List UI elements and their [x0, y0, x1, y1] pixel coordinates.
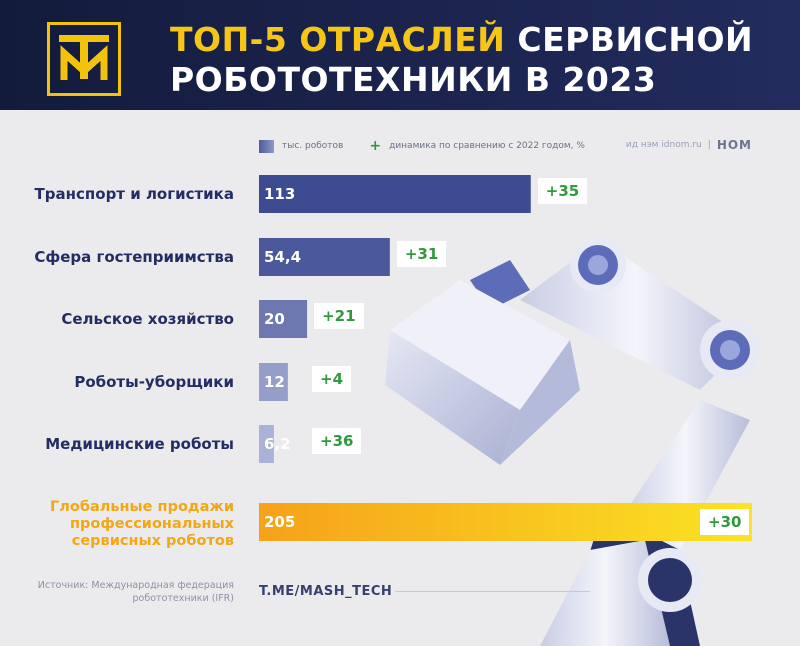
- legend-bar-label: тыс. роботов: [282, 141, 344, 151]
- bar: [259, 175, 531, 213]
- category-label: Роботы-уборщики: [74, 373, 234, 391]
- category-label: Транспорт и логистика: [34, 185, 234, 203]
- bar-value-label: 12: [264, 373, 285, 391]
- change-label: +21: [314, 303, 364, 329]
- category-label: Сфера гостеприимства: [34, 248, 234, 266]
- bar-value-label: 113: [264, 185, 296, 203]
- change-label: +35: [537, 178, 588, 204]
- header-banner: ТОП-5 ОТРАСЛЕЙ СЕРВИСНОЙ РОБОТОТЕХНИКИ В…: [0, 0, 800, 110]
- bar: [259, 363, 288, 401]
- channel-link[interactable]: T.ME/MASH_TECH: [259, 584, 393, 599]
- divider: [395, 591, 590, 592]
- legend: тыс. роботов + динамика по сравнению с 2…: [259, 139, 585, 153]
- total-category-label: Глобальные продажи профессиональных серв…: [50, 499, 234, 549]
- bar-value-label: 54,4: [264, 248, 302, 266]
- change-label: +36: [312, 428, 362, 454]
- legend-plus-icon: +: [369, 138, 382, 154]
- credits-brand: НОМ: [716, 138, 752, 152]
- change-label: +4: [312, 366, 352, 392]
- title-rest: СЕРВИСНОЙ: [517, 20, 754, 59]
- source-note: Источник: Международная федерация робото…: [37, 580, 234, 604]
- total-change-label: +30: [700, 509, 750, 535]
- total-value-label: 205: [264, 513, 296, 531]
- legend-change-label: динамика по сравнению с 2022 годом, %: [389, 141, 585, 151]
- total-bar: [259, 503, 752, 541]
- category-label: Сельское хозяйство: [61, 310, 234, 328]
- bar-value-label: 6,2: [264, 435, 291, 453]
- credits-site: ид нэм idnom.ru: [625, 140, 702, 150]
- page-title: ТОП-5 ОТРАСЛЕЙ СЕРВИСНОЙ РОБОТОТЕХНИКИ В…: [170, 20, 753, 100]
- bar: [259, 300, 308, 338]
- legend-bar-swatch: [259, 139, 274, 153]
- logo: [47, 22, 121, 96]
- robot-arm-illustration: [385, 237, 760, 646]
- category-label: Медицинские роботы: [45, 435, 234, 453]
- bar-value-label: 20: [264, 310, 285, 328]
- title-line2: РОБОТОТЕХНИКИ В 2023: [170, 60, 657, 99]
- change-label: +31: [396, 241, 447, 267]
- title-highlight: ТОП-5 ОТРАСЛЕЙ: [170, 20, 506, 59]
- credits-separator: |: [707, 140, 711, 150]
- bar: [259, 238, 390, 276]
- bar: [259, 425, 274, 463]
- credits: ид нэм idnom.ru | НОМ: [626, 138, 752, 152]
